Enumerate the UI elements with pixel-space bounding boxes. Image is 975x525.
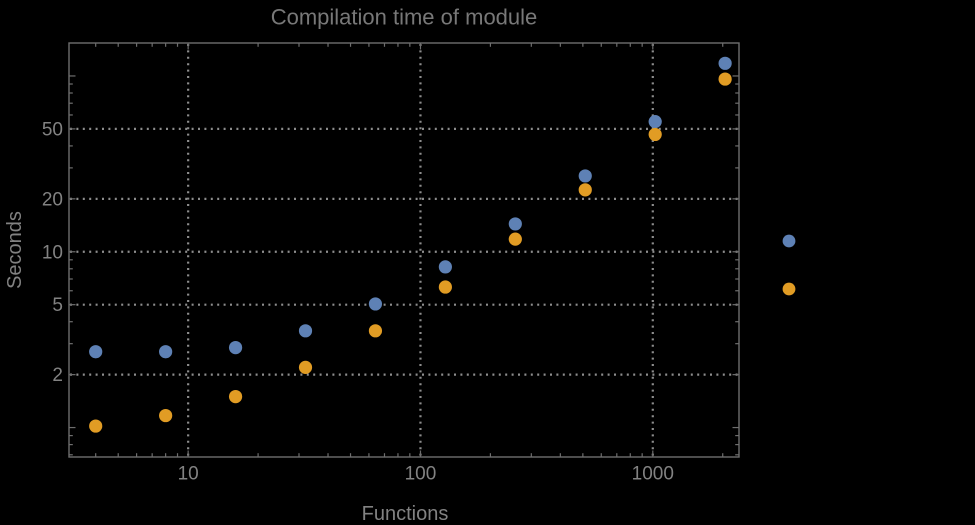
data-point-series-orange-x1024 xyxy=(648,127,662,142)
tick-labels: 10 100 1000 2 5 10 20 50 xyxy=(42,119,674,484)
data-point-series-orange-x16 xyxy=(228,389,243,404)
chart-title: Compilation time of module xyxy=(271,5,538,30)
data-point-series-orange-x128 xyxy=(438,280,452,294)
y-tick-label-2: 2 xyxy=(52,365,63,386)
data-point-series-orange-x64 xyxy=(368,324,383,338)
data-point-series-blue-x1024 xyxy=(648,115,662,129)
data-point-series-orange-x512 xyxy=(578,183,592,197)
x-axis-label: Functions xyxy=(362,503,449,525)
data-point-series-blue-x512 xyxy=(578,169,592,183)
y-tick-label-10: 10 xyxy=(42,242,63,263)
plot-frame xyxy=(68,42,740,458)
legend-marker-1 xyxy=(782,234,796,248)
y-tick-label-20: 20 xyxy=(42,189,63,210)
x-tick-label-10: 10 xyxy=(178,464,199,485)
gridlines xyxy=(70,44,738,456)
data-point-series-blue-x256 xyxy=(508,217,522,231)
data-point-series-blue-x32 xyxy=(298,324,313,338)
data-point-series-orange-x2048 xyxy=(718,72,732,86)
x-tick-label-100: 100 xyxy=(405,464,437,485)
data-point-series-blue-x4 xyxy=(89,345,103,359)
y-tick-label-5: 5 xyxy=(52,295,63,316)
y-tick-label-50: 50 xyxy=(42,119,63,140)
y-axis-label: Seconds xyxy=(4,211,26,289)
data-point-series-orange-x4 xyxy=(89,419,103,433)
data-point-series-orange-x256 xyxy=(508,232,522,246)
legend-marker-2 xyxy=(782,282,796,296)
data-point-series-orange-x8 xyxy=(159,408,173,423)
data-point-series-blue-x8 xyxy=(159,345,173,359)
data-point-series-blue-x64 xyxy=(368,297,383,311)
data-points xyxy=(89,56,732,433)
tick-marks xyxy=(69,43,739,457)
data-point-series-blue-x16 xyxy=(228,340,243,355)
data-point-series-blue-x2048 xyxy=(718,56,732,70)
data-point-series-blue-x128 xyxy=(438,260,452,274)
x-tick-label-1000: 1000 xyxy=(632,464,674,485)
legend xyxy=(782,234,796,296)
data-point-series-orange-x32 xyxy=(298,360,313,374)
